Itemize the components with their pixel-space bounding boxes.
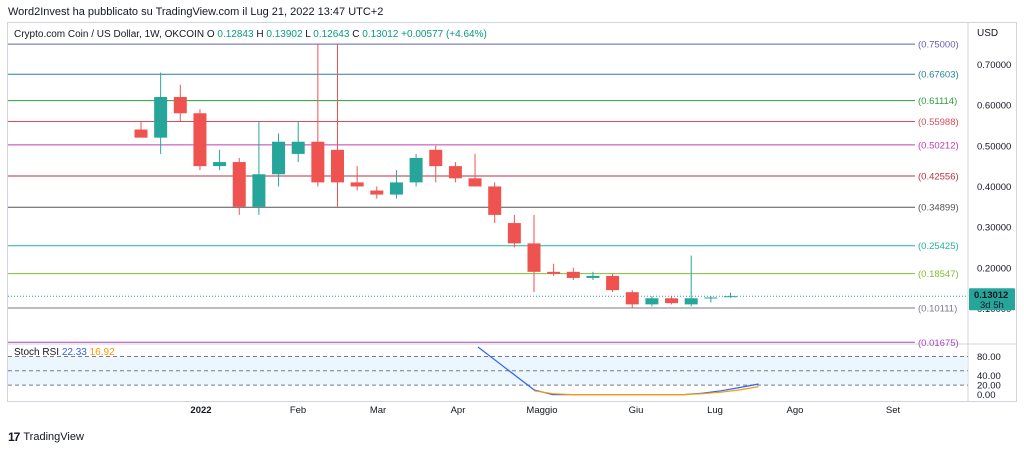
time-tick-label: Apr [451,405,466,416]
publisher-caption: Word2Invest ha pubblicato su TradingView… [8,6,384,18]
close-value: 0.13012 [362,29,399,40]
candle-body [704,297,718,299]
candle-body [468,178,482,187]
candle-body [547,271,561,274]
low-label: L [305,29,311,40]
candle-body [154,96,168,138]
stoch-series-line [534,386,759,396]
candle-body [527,243,541,272]
currency-label: USD [977,28,999,39]
candle-body [625,292,639,305]
time-tick-label: Set [886,405,901,416]
candle-body [606,275,620,291]
candle-body [193,113,207,167]
candle-body [311,141,325,183]
fib-level-label: (0.34899) [918,203,959,214]
symbol-name: Crypto.com Coin / US Dollar, 1W, OKCOIN [14,29,205,40]
symbol-legend: Crypto.com Coin / US Dollar, 1W, OKCOIN … [14,29,487,40]
stoch-label: Stoch RSI [14,347,60,358]
price-tick-label: 0.60000 [977,101,1011,112]
stoch-legend: Stoch RSI 22.33 16.92 [14,347,115,358]
low-value: 0.12643 [313,29,350,40]
price-tick-label: 0.40000 [977,182,1011,193]
candle-body [586,275,600,278]
price-tick-label: 0.70000 [977,60,1011,71]
candle-body [331,149,344,183]
time-tick-label: Giu [629,405,644,416]
footer-brand[interactable]: 17 TradingView [8,430,84,444]
tradingview-logo-icon: 17 [8,430,20,444]
candle-body [429,149,443,167]
fib-level-label: (0.10111) [918,303,957,314]
close-label: C [352,29,360,40]
fib-level-label: (0.67603) [918,70,959,81]
change-value: +0.00577 (+4.64%) [401,29,487,40]
time-tick-label: 2022 [190,405,211,416]
candle-body [645,298,659,305]
candle-body [684,298,698,305]
fib-level-label: (0.61114) [918,96,957,107]
fib-level-label: (0.55988) [918,117,959,128]
current-price-value: 0.13012 [974,290,1008,301]
candle-body [272,141,286,175]
candle-body [252,174,266,207]
open-label: O [206,29,215,40]
time-tick-label: Ago [787,405,804,416]
stoch-d-value: 16.92 [89,347,115,358]
stoch-k-value: 22.33 [61,347,87,358]
candle-body [173,96,187,114]
stoch-tick-label: 40.00 [977,371,1001,382]
candle-body [370,190,384,195]
stoch-tick-label: 0.00 [977,390,996,401]
high-label: H [256,29,264,40]
current-price-tag [969,288,1015,311]
fib-level-label: (0.50212) [918,140,959,151]
time-tick-label: Lug [707,405,723,416]
chart-panel[interactable] [7,22,1017,402]
high-value: 0.13902 [266,29,303,40]
fib-level-label: (0.01675) [918,338,959,349]
price-tick-label: 0.20000 [977,263,1011,274]
fib-level-label: (0.42556) [918,172,959,183]
fib-level-label: (0.18547) [918,269,959,280]
candle-body [213,162,227,167]
time-tick-label: Maggio [526,405,557,416]
countdown-label: 3d 5h [980,300,1004,311]
candle-body [389,182,403,195]
candle-body [665,298,679,304]
fib-level-label: (0.75000) [918,40,959,51]
price-tick-label: 0.50000 [977,141,1011,152]
candle-body [724,296,737,298]
time-tick-label: Mar [370,405,386,416]
candle-body [134,129,148,138]
candle-body [507,223,521,244]
candle-body [566,271,580,278]
open-value: 0.12843 [217,29,254,40]
candle-body [448,166,462,179]
price-tick-label: 0.30000 [977,223,1011,234]
stoch-tick-label: 80.00 [977,352,1001,363]
stoch-tick-label: 20.00 [977,381,1001,392]
candle-body [409,157,423,183]
candle-body [232,162,246,207]
fib-level-label: (0.25425) [918,241,959,252]
brand-name: TradingView [23,431,84,443]
candle-body [291,141,305,154]
candle-body [488,186,502,215]
time-tick-label: Feb [290,405,306,416]
candle-body [350,182,364,187]
